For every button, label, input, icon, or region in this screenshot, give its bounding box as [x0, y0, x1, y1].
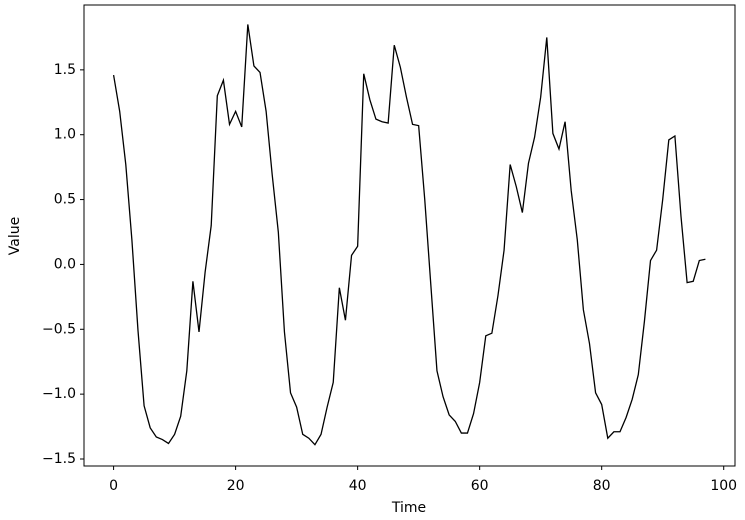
x-axis-label: Time — [391, 500, 426, 516]
x-tick-label: 60 — [471, 478, 489, 494]
y-tick-label: −1.0 — [42, 386, 76, 402]
x-tick-label: 40 — [349, 478, 367, 494]
x-tick-label: 0 — [109, 478, 118, 494]
x-tick-label: 100 — [710, 478, 737, 494]
y-axis-label: Value — [7, 217, 23, 255]
line-series — [112, 24, 706, 446]
y-tick-label: −1.5 — [42, 451, 76, 467]
y-tick-label: 1.5 — [54, 62, 76, 78]
x-tick-label: 20 — [227, 478, 245, 494]
y-tick-label: 0.0 — [54, 256, 76, 272]
x-tick-label: 80 — [593, 478, 611, 494]
y-tick-label: −0.5 — [42, 321, 76, 337]
y-tick-label: 1.0 — [54, 127, 76, 143]
y-tick-label: 0.5 — [54, 192, 76, 208]
plot-frame — [83, 4, 736, 467]
